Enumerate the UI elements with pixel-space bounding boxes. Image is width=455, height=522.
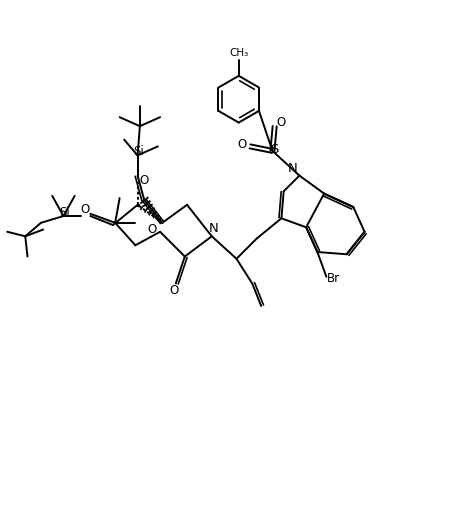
Text: CH₃: CH₃ xyxy=(229,49,248,58)
Text: O: O xyxy=(81,203,90,216)
Text: N: N xyxy=(209,222,219,235)
Text: O: O xyxy=(147,223,157,236)
Text: Si: Si xyxy=(60,206,70,219)
Text: O: O xyxy=(140,174,149,186)
Text: Br: Br xyxy=(327,272,340,286)
Text: S: S xyxy=(270,143,278,156)
Text: N: N xyxy=(288,162,298,175)
Text: O: O xyxy=(169,284,178,296)
Text: O: O xyxy=(277,116,286,129)
Text: Si: Si xyxy=(134,145,144,158)
Text: O: O xyxy=(237,138,247,151)
